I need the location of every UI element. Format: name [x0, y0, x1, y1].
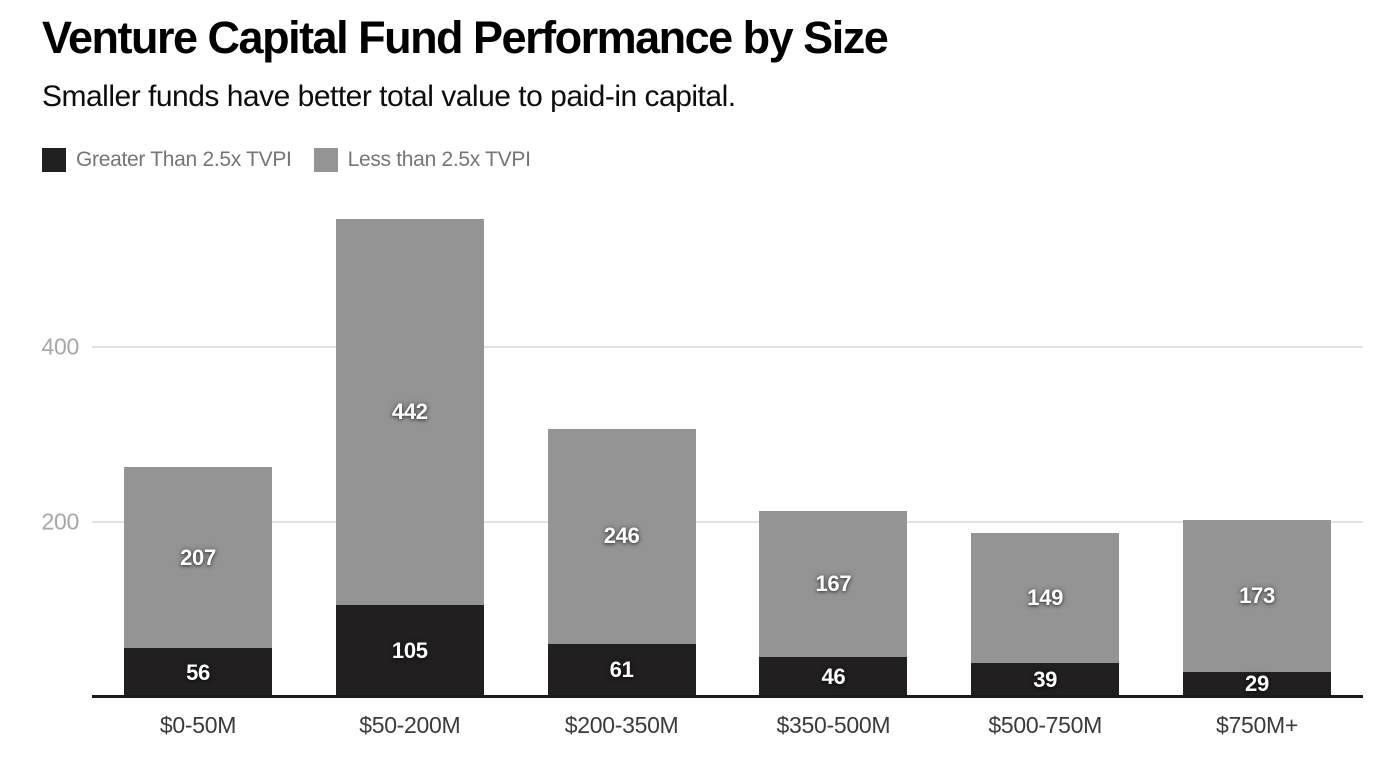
- legend-label: Less than 2.5x TVPI: [347, 148, 531, 171]
- value-label: 29: [1245, 671, 1269, 697]
- legend-swatch-gray-icon: [313, 148, 338, 172]
- value-label: 442: [391, 399, 428, 425]
- x-axis-label: $350-500M: [776, 712, 891, 738]
- x-axis-label: $50-200M: [359, 712, 461, 738]
- value-label: 56: [186, 659, 210, 685]
- bar-segment-greater-than-2-5x-tvpi: 46: [759, 656, 908, 697]
- bar-group-750m: 173 29 $750M+: [1182, 520, 1331, 738]
- bar-segment-less-than-2-5x-tvpi: 149: [971, 532, 1120, 663]
- value-label: 39: [1033, 666, 1058, 692]
- x-axis-line: [92, 695, 1363, 698]
- bar-segment-greater-than-2-5x-tvpi: 105: [335, 605, 484, 697]
- bar-group-0-50m: 207 56 $0-50M: [124, 467, 272, 738]
- bar-segment-less-than-2-5x-tvpi: 246: [547, 428, 696, 644]
- value-label: 149: [1027, 584, 1064, 610]
- bar-segment-greater-than-2-5x-tvpi: 39: [971, 662, 1120, 697]
- bar-group-500-750m: 149 39 $500-750M: [971, 532, 1120, 738]
- value-label: 105: [391, 638, 428, 664]
- chart-title: Venture Capital Fund Performance by Size: [42, 12, 889, 63]
- value-label: 207: [180, 544, 216, 570]
- x-axis-label: $750M+: [1216, 712, 1298, 738]
- legend-item-greater-than-2-5x-tvpi: Greater Than 2.5x TVPI: [42, 148, 292, 172]
- bar-segment-less-than-2-5x-tvpi: 207: [124, 467, 272, 649]
- bar-segment-greater-than-2-5x-tvpi: 56: [124, 648, 272, 697]
- bar-segment-greater-than-2-5x-tvpi: 29: [1182, 671, 1331, 697]
- bar-segment-less-than-2-5x-tvpi: 442: [335, 218, 484, 606]
- plot-area: 200 400 207 56 $0-50M 442 105 $50-200M 246 61 $200…: [42, 190, 1363, 738]
- y-axis-tick-label: 200: [41, 508, 80, 535]
- x-axis-label: $0-50M: [159, 712, 237, 738]
- bars-container: 207 56 $0-50M 442 105 $50-200M 246 61 $200-350M 1…: [92, 190, 1363, 738]
- bar-group-350-500m: 167 46 $350-500M: [759, 510, 908, 738]
- gridline-400: 400: [42, 334, 1363, 360]
- chart-subtitle: Smaller funds have better total value to…: [42, 79, 736, 113]
- bar-group-200-350m: 246 61 $200-350M: [547, 428, 696, 738]
- legend-swatch-dark-icon: [42, 148, 66, 172]
- chart-header: Venture Capital Fund Performance by Size…: [42, 12, 889, 113]
- value-label: 46: [821, 663, 846, 689]
- bar-segment-greater-than-2-5x-tvpi: 61: [547, 643, 696, 697]
- value-label: 246: [603, 523, 640, 549]
- value-label: 167: [815, 570, 852, 596]
- value-label: 173: [1239, 583, 1275, 609]
- legend-item-less-than-2-5x-tvpi: Less than 2.5x TVPI: [313, 148, 531, 172]
- y-axis-tick-label: 400: [41, 333, 80, 360]
- bar-segment-less-than-2-5x-tvpi: 173: [1182, 520, 1331, 672]
- gridline-200: 200: [42, 509, 1363, 535]
- chart-legend: Greater Than 2.5x TVPI Less than 2.5x TV…: [42, 148, 531, 172]
- bar-group-50-200m: 442 105 $50-200M: [335, 218, 484, 738]
- bar-segment-less-than-2-5x-tvpi: 167: [759, 510, 908, 657]
- legend-label: Greater Than 2.5x TVPI: [76, 148, 292, 171]
- x-axis-label: $200-350M: [564, 712, 679, 738]
- value-label: 61: [609, 657, 634, 683]
- x-axis-label: $500-750M: [988, 712, 1103, 738]
